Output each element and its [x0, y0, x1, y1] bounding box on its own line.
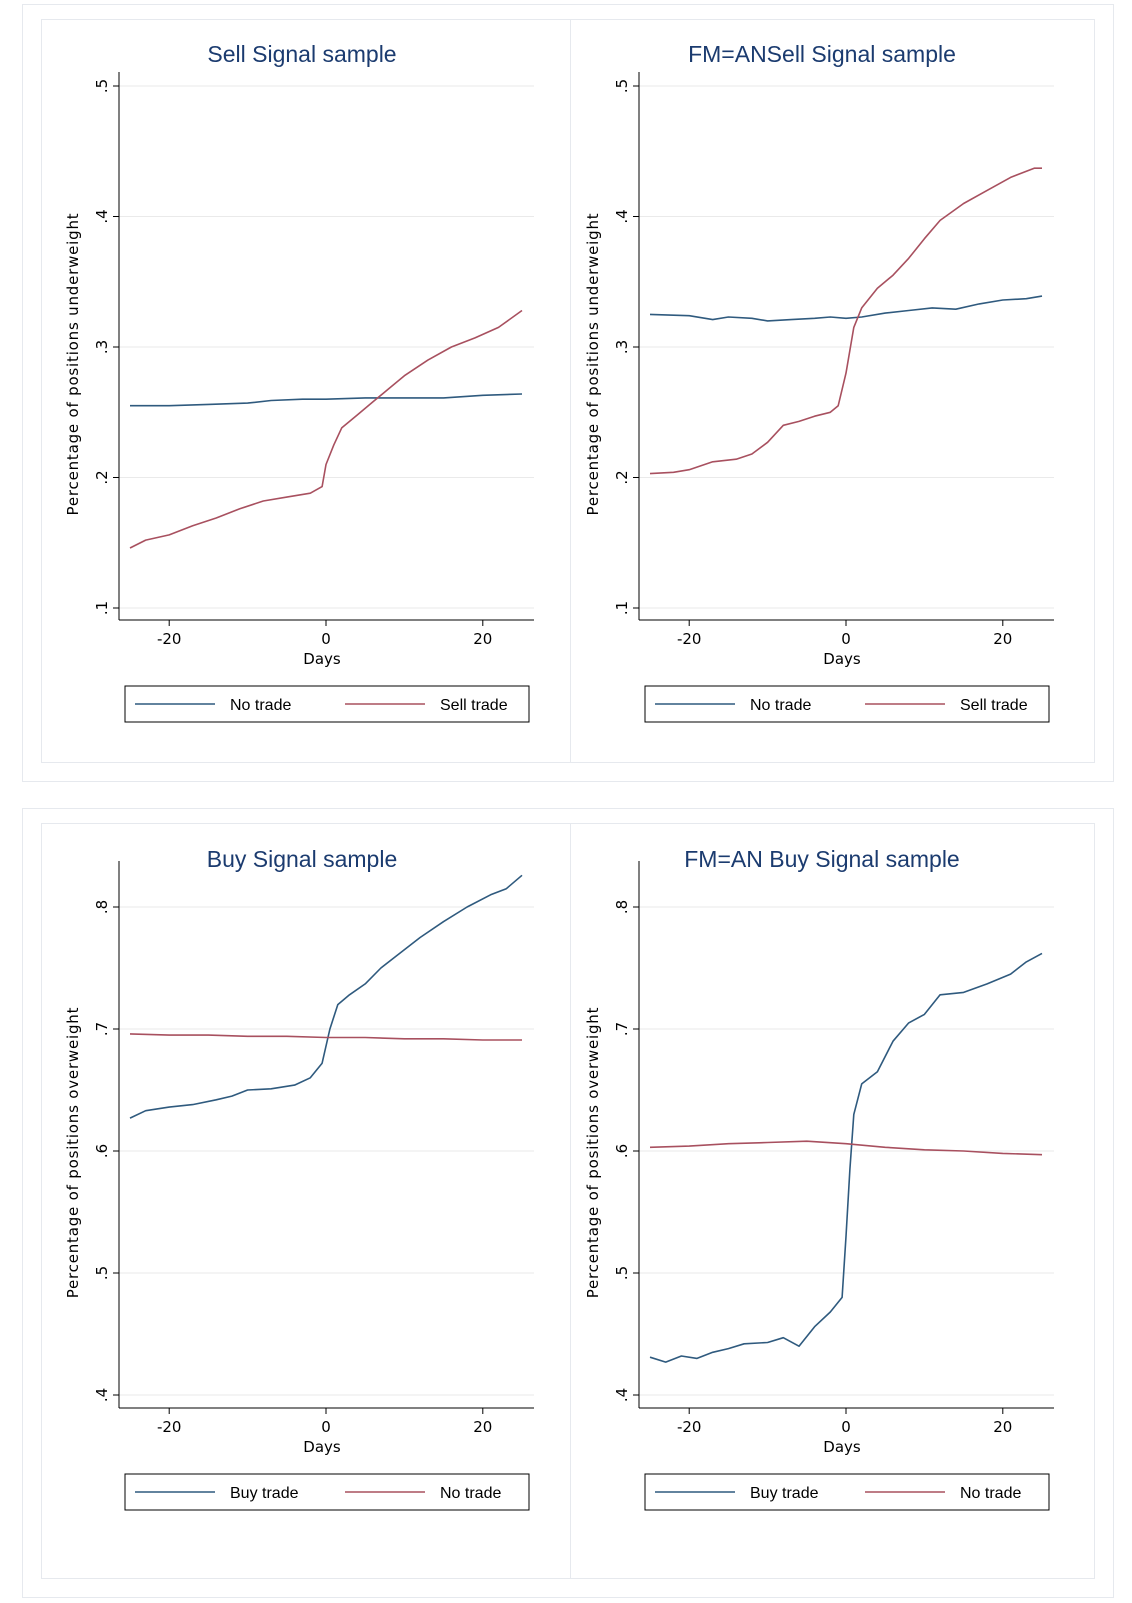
figure-top [22, 4, 1114, 782]
figure-top-divider [570, 19, 571, 763]
x-tick-label: 0 [321, 630, 331, 648]
y-tick-label: .5 [613, 1266, 631, 1280]
legend: Buy trade No trade [124, 1473, 530, 1511]
figure-top-frame [41, 19, 1095, 763]
y-tick-label: .4 [93, 1388, 111, 1402]
legend: Buy trade No trade [644, 1473, 1050, 1511]
y-tick-label: .2 [93, 470, 111, 484]
y-tick-label: .5 [613, 79, 631, 93]
chart-title: Buy Signal sample [207, 846, 398, 872]
x-axis-title: Days [303, 650, 341, 668]
y-tick-label: .1 [93, 601, 111, 615]
y-tick-label: .7 [93, 1022, 111, 1036]
y-tick-label: .3 [613, 340, 631, 354]
y-tick-label: .6 [93, 1144, 111, 1158]
y-tick-label: .6 [613, 1144, 631, 1158]
y-tick-label: .5 [93, 1266, 111, 1280]
chart-title: FM=AN Buy Signal sample [684, 846, 959, 872]
legend-label: Buy trade [230, 1485, 299, 1502]
x-axis-title: Days [823, 650, 861, 668]
x-tick-label: 0 [841, 630, 851, 648]
series-line-no-trade [649, 295, 1043, 322]
legend-label: Sell trade [960, 697, 1028, 714]
x-tick-label: 20 [993, 1418, 1012, 1436]
y-tick-label: .1 [613, 601, 631, 615]
figure-bottom-divider [570, 823, 571, 1579]
legend: No trade Sell trade [124, 685, 530, 723]
y-tick-label: .8 [613, 900, 631, 914]
y-axis-title: Percentage of positions underweight [64, 213, 82, 516]
x-tick-label: 20 [473, 630, 492, 648]
y-tick-label: .4 [613, 1388, 631, 1402]
legend-label: No trade [230, 697, 291, 714]
legend: No trade Sell trade [644, 685, 1050, 723]
series-line-no-trade [649, 1140, 1043, 1156]
x-tick-label: -20 [677, 1418, 702, 1436]
series-line-buy-trade [129, 874, 523, 1119]
y-axis-title: Percentage of positions overweight [584, 1007, 602, 1299]
series-line-sell-trade [129, 309, 523, 549]
chart-title: Sell Signal sample [207, 41, 396, 67]
figure-bottom-frame [41, 823, 1095, 1579]
legend-label: No trade [960, 1485, 1021, 1502]
chart-sell-signal: Sell Signal sample .1 .2 .3 .4 .5 -20 0 20 Days Pe… [64, 41, 534, 723]
y-tick-label: .3 [93, 340, 111, 354]
series-line-no-trade [130, 393, 523, 407]
x-tick-label: -20 [157, 1418, 182, 1436]
x-axis-title: Days [823, 1438, 861, 1456]
y-axis-title: Percentage of positions underweight [584, 213, 602, 516]
legend-label: Buy trade [750, 1485, 819, 1502]
x-axis-title: Days [303, 1438, 341, 1456]
y-tick-label: .4 [613, 209, 631, 223]
y-axis-title: Percentage of positions overweight [64, 1007, 82, 1299]
x-tick-label: 0 [321, 1418, 331, 1436]
y-tick-label: .8 [93, 900, 111, 914]
y-tick-label: .2 [613, 470, 631, 484]
x-tick-label: -20 [677, 630, 702, 648]
x-tick-label: 0 [841, 1418, 851, 1436]
figure-bottom [22, 808, 1114, 1598]
chart-fm-an-buy-signal: FM=AN Buy Signal sample .4 .5 .6 .7 .8 -20 0 20 D… [584, 846, 1054, 1511]
legend-label: No trade [440, 1485, 501, 1502]
series-line-buy-trade [649, 952, 1043, 1363]
legend-label: Sell trade [440, 697, 508, 714]
chart-title: FM=ANSell Signal sample [688, 41, 956, 67]
series-line-sell-trade [649, 167, 1042, 475]
chart-buy-signal: Buy Signal sample .4 .5 .6 .7 .8 -20 0 20 Days Per… [64, 846, 534, 1511]
y-tick-label: .7 [613, 1022, 631, 1036]
x-tick-label: -20 [157, 630, 182, 648]
legend-label: No trade [750, 697, 811, 714]
y-tick-label: .4 [93, 209, 111, 223]
x-tick-label: 20 [473, 1418, 492, 1436]
series-line-no-trade [129, 1033, 522, 1041]
x-tick-label: 20 [993, 630, 1012, 648]
chart-fm-an-sell-signal: FM=ANSell Signal sample .1 .2 .3 .4 .5 -20 0 20 D… [584, 41, 1054, 723]
y-tick-label: .5 [93, 79, 111, 93]
